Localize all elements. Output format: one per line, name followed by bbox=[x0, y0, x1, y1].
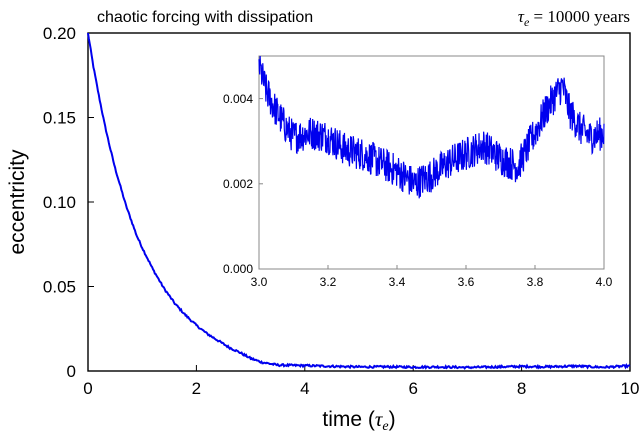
tau-annotation-subscript: e bbox=[524, 15, 530, 29]
x-tick-label: 10 bbox=[621, 379, 640, 398]
main-axes: 0 2 4 6 8 10 0 0.05 0.10 0.15 0.20 bbox=[43, 24, 640, 398]
x-axis-label: time (τe) bbox=[322, 407, 395, 434]
y-tick-label: 0 bbox=[67, 362, 76, 381]
x-tick-label: 3.4 bbox=[389, 275, 406, 289]
y-tick-label: 0.20 bbox=[43, 24, 76, 43]
y-tick-label: 0.002 bbox=[223, 177, 253, 191]
y-axis-label: eccentricity bbox=[6, 149, 29, 255]
x-axis-label-subscript: e bbox=[382, 419, 388, 434]
x-tick-label: 2 bbox=[192, 379, 201, 398]
y-tick-label: 0.10 bbox=[43, 193, 76, 212]
y-tick-label: 0.004 bbox=[223, 92, 253, 106]
x-axis-label-suffix: ) bbox=[389, 408, 396, 431]
x-tick-label: 3.0 bbox=[251, 275, 268, 289]
x-tick-label: 4 bbox=[300, 379, 309, 398]
x-tick-label: 6 bbox=[408, 379, 417, 398]
y-tick-label: 0.15 bbox=[43, 108, 76, 127]
x-axis-label-symbol: τ bbox=[375, 407, 384, 431]
x-axis-label-prefix: time ( bbox=[322, 408, 375, 431]
chart-title: chaotic forcing with dissipation bbox=[97, 9, 313, 26]
x-tick-label: 4.0 bbox=[596, 275, 613, 289]
y-tick-label: 0.000 bbox=[223, 262, 253, 276]
tau-annotation: τe = 10000 years bbox=[518, 7, 630, 29]
inset-plot-frame bbox=[258, 55, 605, 270]
tau-annotation-rest: = 10000 years bbox=[529, 7, 630, 26]
y-tick-label: 0.05 bbox=[43, 277, 76, 296]
x-tick-label: 0 bbox=[83, 379, 92, 398]
x-tick-label: 3.8 bbox=[527, 275, 544, 289]
x-tick-label: 3.2 bbox=[320, 275, 337, 289]
inset-axes: 3.0 3.2 3.4 3.6 3.8 4.0 0.000 0.002 0.004 bbox=[223, 92, 613, 289]
tau-annotation-symbol: τ bbox=[518, 7, 525, 26]
inset-eccentricity-line bbox=[258, 55, 605, 199]
main-eccentricity-line bbox=[87, 32, 631, 370]
x-tick-label: 8 bbox=[517, 379, 526, 398]
x-tick-label: 3.6 bbox=[458, 275, 475, 289]
